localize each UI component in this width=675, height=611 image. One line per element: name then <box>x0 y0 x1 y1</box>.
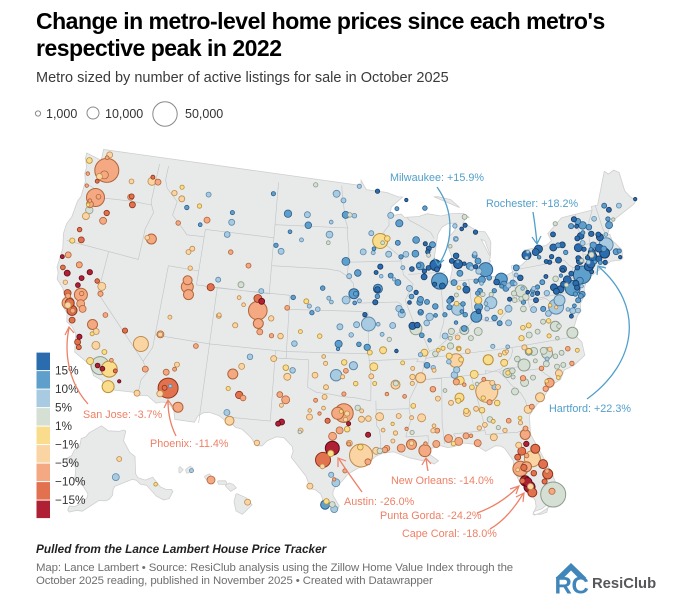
svg-text:−5%: −5% <box>55 456 79 470</box>
svg-text:5%: 5% <box>55 401 73 415</box>
svg-text:R: R <box>555 573 572 600</box>
svg-text:10,000: 10,000 <box>105 107 143 121</box>
svg-text:Rochester: +18.2%: Rochester: +18.2% <box>486 198 579 210</box>
svg-text:Milwaukee: +15.9%: Milwaukee: +15.9% <box>390 172 484 184</box>
svg-text:1%: 1% <box>55 419 73 433</box>
svg-text:−1%: −1% <box>55 438 79 452</box>
svg-text:10%: 10% <box>55 382 79 396</box>
svg-text:−10%: −10% <box>55 475 86 489</box>
svg-text:50,000: 50,000 <box>185 107 223 121</box>
svg-text:C: C <box>572 573 589 600</box>
svg-text:Punta Gorda: -24.2%: Punta Gorda: -24.2% <box>380 510 482 522</box>
svg-text:ResiClub: ResiClub <box>592 576 656 592</box>
svg-text:1,000: 1,000 <box>46 107 77 121</box>
svg-text:Cape Coral: -18.0%: Cape Coral: -18.0% <box>402 528 497 540</box>
svg-text:15%: 15% <box>55 364 79 378</box>
svg-text:San Jose: -3.7%: San Jose: -3.7% <box>83 409 163 421</box>
svg-text:Phoenix: -11.4%: Phoenix: -11.4% <box>150 438 229 450</box>
svg-text:Hartford: +22.3%: Hartford: +22.3% <box>549 403 631 415</box>
svg-text:New Orleans: -14.0%: New Orleans: -14.0% <box>391 475 494 487</box>
svg-text:Austin: -26.0%: Austin: -26.0% <box>344 496 415 508</box>
svg-text:−15%: −15% <box>55 493 86 507</box>
